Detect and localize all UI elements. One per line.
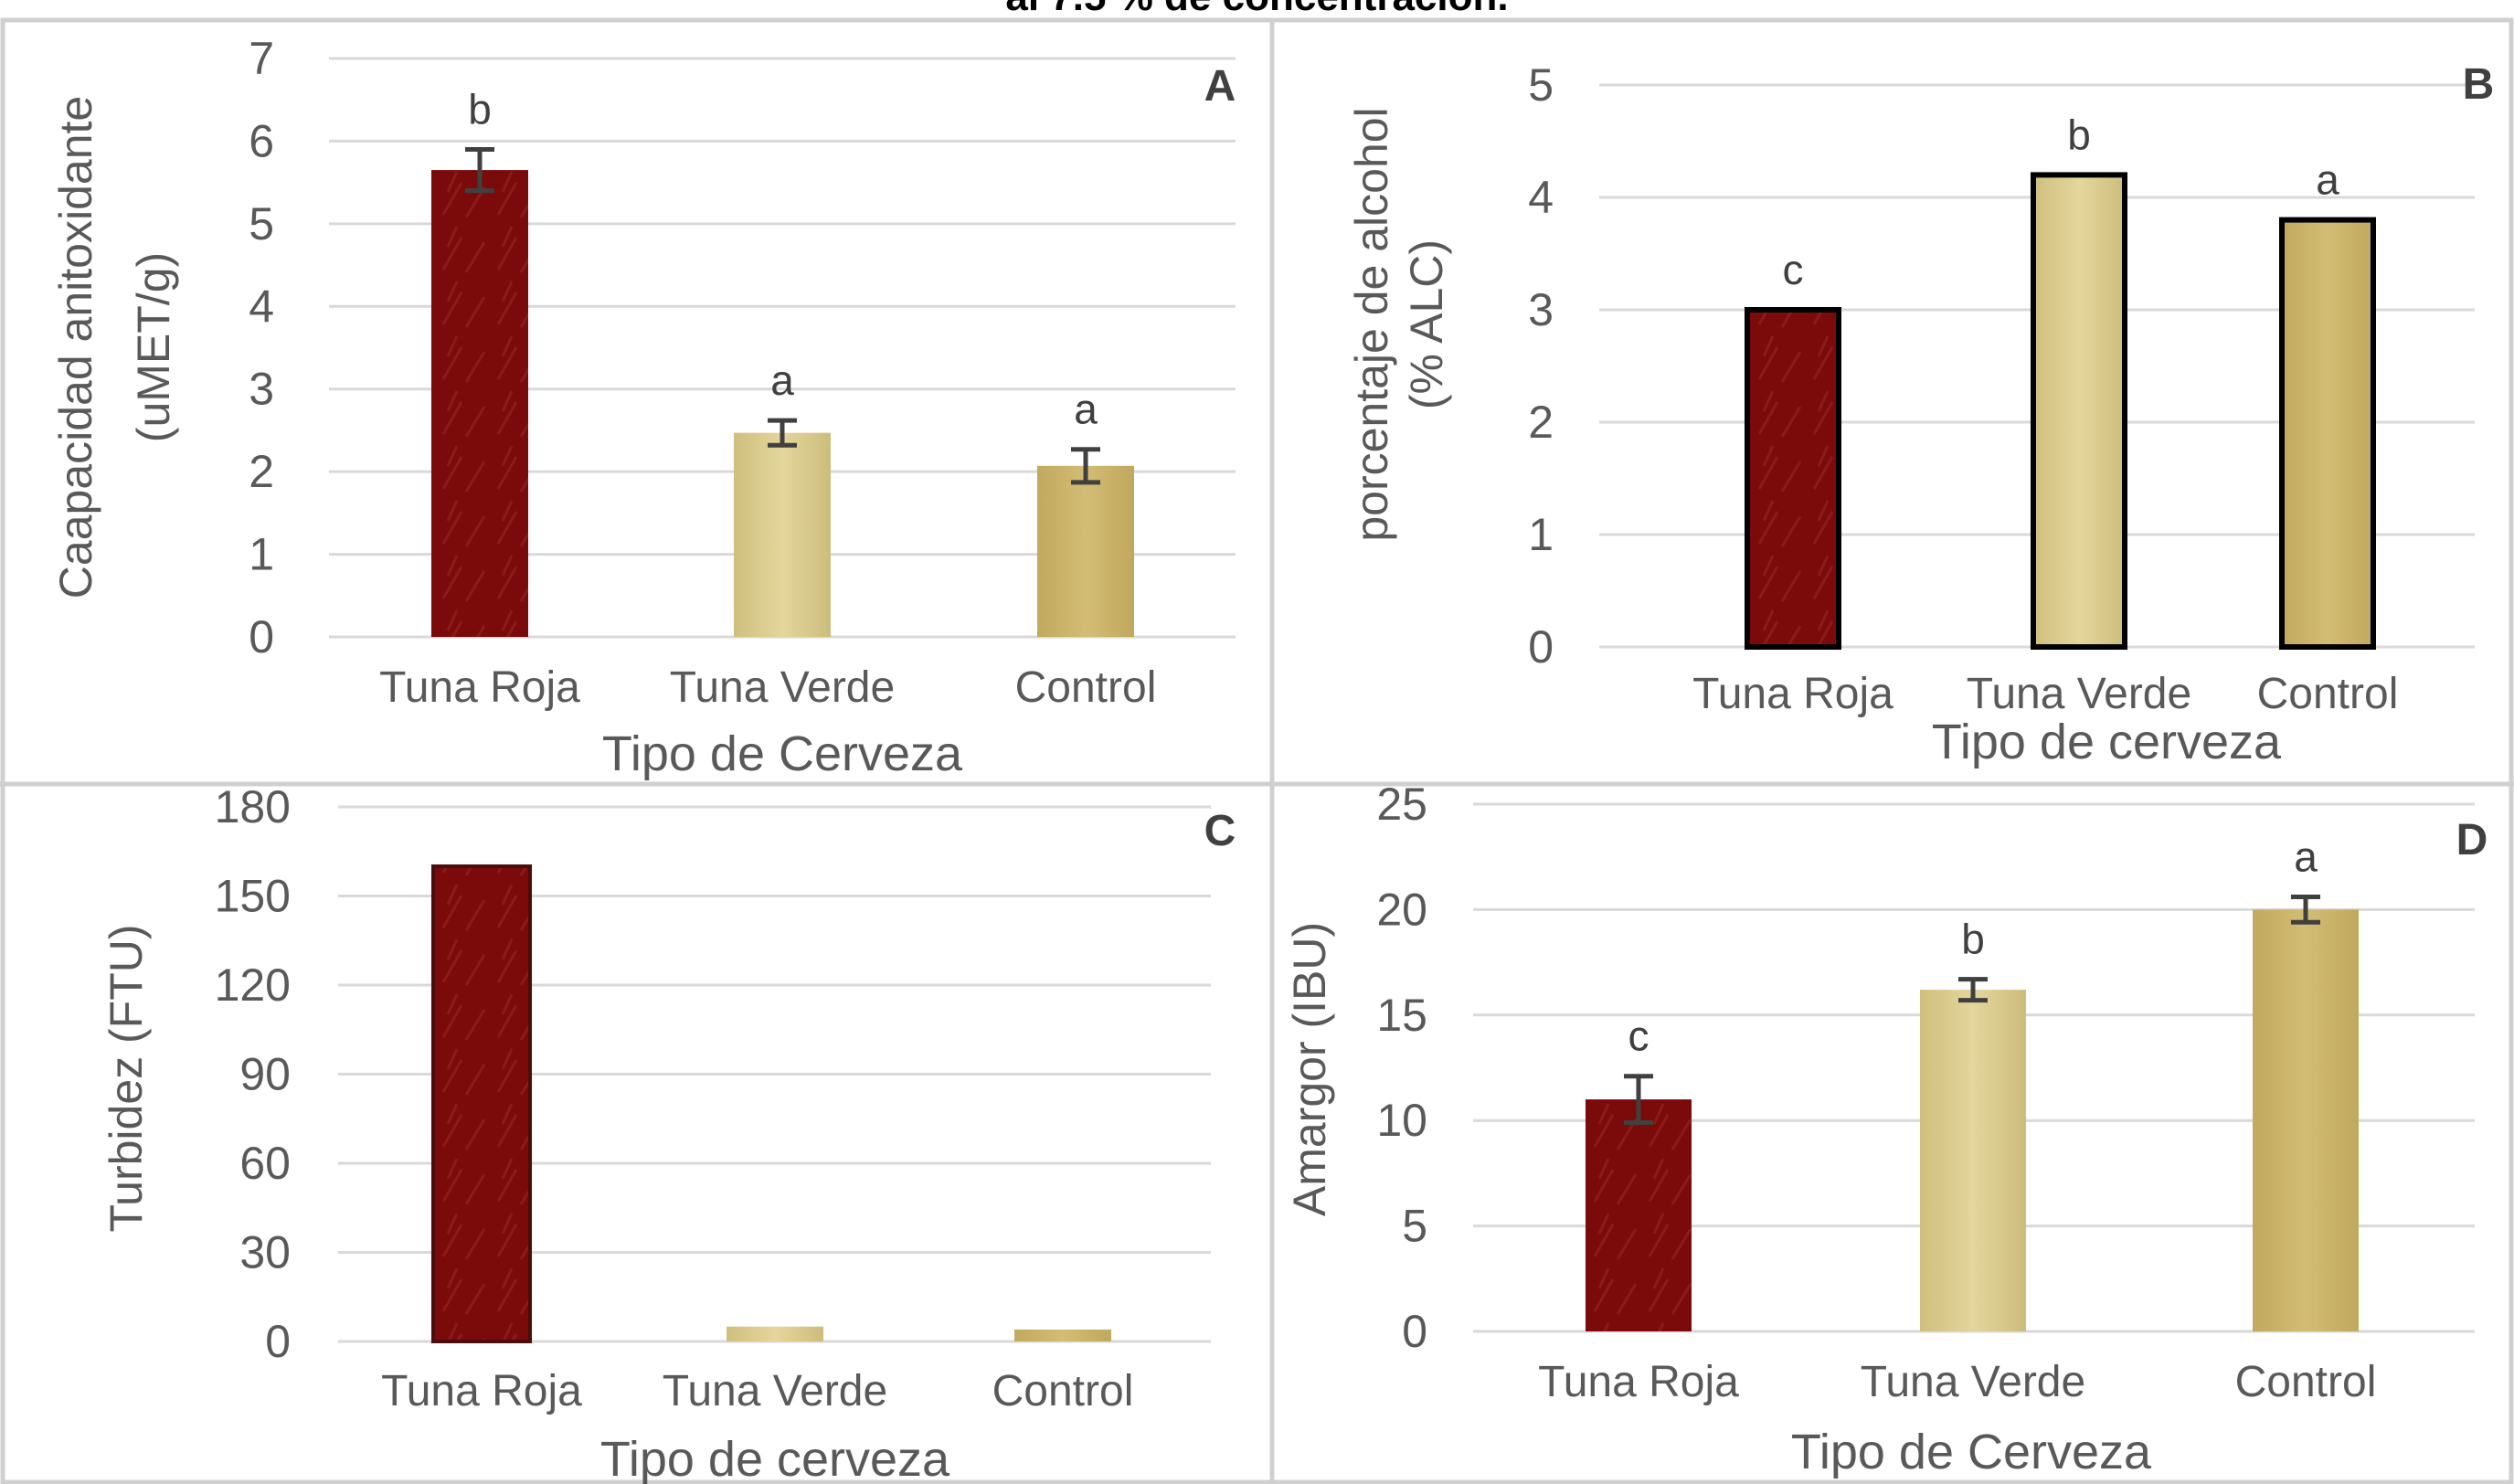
bar <box>431 170 528 638</box>
figure-title: al 7.5 % de concentración. <box>0 0 2514 20</box>
y-tick-label: 30 <box>239 1227 291 1278</box>
significance-label: b <box>2067 111 2091 158</box>
bar <box>1745 307 1841 650</box>
y-tick-label: 1 <box>249 529 274 580</box>
significance-label: c <box>1783 246 1804 293</box>
y-tick-label: 5 <box>249 198 274 249</box>
x-category-label: Tuna Verde <box>1967 670 2191 718</box>
x-axis-title: Tipo de Cerveza <box>1791 1425 2152 1479</box>
chart-panel-a: 0 1 2 3 4 5 6 7 b Tuna Roja a Tuna Verde a Control Tip… <box>50 33 1236 781</box>
y-tick-label: 90 <box>239 1049 291 1100</box>
x-axis-title: Tipo de Cerveza <box>602 726 963 781</box>
chart-panel-b: 0 1 2 3 4 5 c Tuna Roja b Tuna Verde a ControlTipo … <box>1346 59 2494 769</box>
bar <box>2253 909 2359 1331</box>
x-category-label: Control <box>2235 1358 2377 1406</box>
panel-letter: D <box>2456 816 2488 864</box>
panel-letter: A <box>1204 62 1236 111</box>
y-axis-title: Caapacidad anitoxidante <box>50 96 101 599</box>
y-axis-title: (% ALC) <box>1401 239 1452 409</box>
x-category-label: Control <box>992 1367 1134 1415</box>
x-category-label: Tuna Roja <box>381 1367 582 1415</box>
significance-label: a <box>1074 386 1098 433</box>
x-category-label: Tuna Roja <box>1692 670 1893 718</box>
significance-label: a <box>2316 156 2339 204</box>
bar <box>1920 990 2026 1331</box>
bar <box>2279 217 2376 650</box>
y-tick-label: 2 <box>249 446 274 497</box>
figure-border <box>0 17 2514 1484</box>
x-category-label: Control <box>2257 670 2399 718</box>
y-tick-label: 7 <box>249 33 274 84</box>
y-tick-label: 2 <box>1528 397 1554 448</box>
y-tick-label: 150 <box>215 871 291 922</box>
y-tick-label: 15 <box>1376 990 1427 1041</box>
chart-panel-d: 0 5 10 15 20 25 c Tuna Roja b Tuna Verde a Control T… <box>1284 779 2487 1479</box>
x-category-label: Tuna Roja <box>1538 1358 1739 1406</box>
bar <box>1014 1330 1111 1341</box>
x-axis-title: Tipo de cerveza <box>600 1432 950 1484</box>
panel-letter: C <box>1204 807 1236 855</box>
x-axis-title: Tipo de cerveza <box>1932 715 2282 769</box>
y-tick-label: 20 <box>1376 884 1427 935</box>
bar <box>1037 465 1134 637</box>
y-axis-title: Turbidez (FTU) <box>101 924 152 1232</box>
y-tick-label: 25 <box>1376 779 1427 830</box>
y-axis-title: Amargor (IBU) <box>1284 922 1335 1216</box>
bar <box>734 432 831 637</box>
y-tick-label: 0 <box>265 1316 291 1367</box>
y-tick-label: 0 <box>1528 621 1554 673</box>
y-tick-label: 6 <box>249 115 274 166</box>
bar <box>2031 172 2127 650</box>
x-category-label: Tuna Verde <box>1861 1358 2085 1406</box>
y-tick-label: 4 <box>249 281 274 332</box>
x-category-label: Tuna Roja <box>379 663 580 712</box>
y-axis-title: (uMET/g) <box>128 252 179 442</box>
y-axis-title: porcentaje de alcohol <box>1346 107 1397 541</box>
bar <box>727 1326 823 1341</box>
bar <box>1586 1099 1692 1331</box>
bar <box>431 864 532 1343</box>
y-tick-label: 3 <box>1528 284 1554 335</box>
y-tick-label: 60 <box>239 1138 291 1189</box>
x-category-label: Control <box>1015 663 1157 712</box>
x-category-label: Tuna Verde <box>670 663 895 712</box>
y-tick-label: 10 <box>1376 1095 1427 1146</box>
y-tick-label: 120 <box>215 959 291 1011</box>
significance-label: b <box>468 85 492 132</box>
significance-label: a <box>770 356 794 404</box>
panel-letter: B <box>2463 60 2495 109</box>
y-tick-label: 0 <box>1402 1306 1427 1357</box>
y-tick-label: 1 <box>1528 509 1554 560</box>
y-tick-label: 3 <box>249 364 274 415</box>
significance-label: b <box>1961 916 1985 963</box>
y-tick-label: 4 <box>1528 172 1554 223</box>
y-tick-label: 5 <box>1528 59 1554 111</box>
significance-label: c <box>1628 1012 1649 1060</box>
chart-panel-c: 0 30 60 90 120 150 180 Tuna Roja Tuna Verde Contr… <box>101 781 1236 1484</box>
x-category-label: Tuna Verde <box>663 1367 887 1415</box>
significance-label: a <box>2294 833 2318 881</box>
y-tick-label: 180 <box>215 781 291 832</box>
y-tick-label: 0 <box>249 611 274 662</box>
y-tick-label: 5 <box>1402 1201 1427 1252</box>
